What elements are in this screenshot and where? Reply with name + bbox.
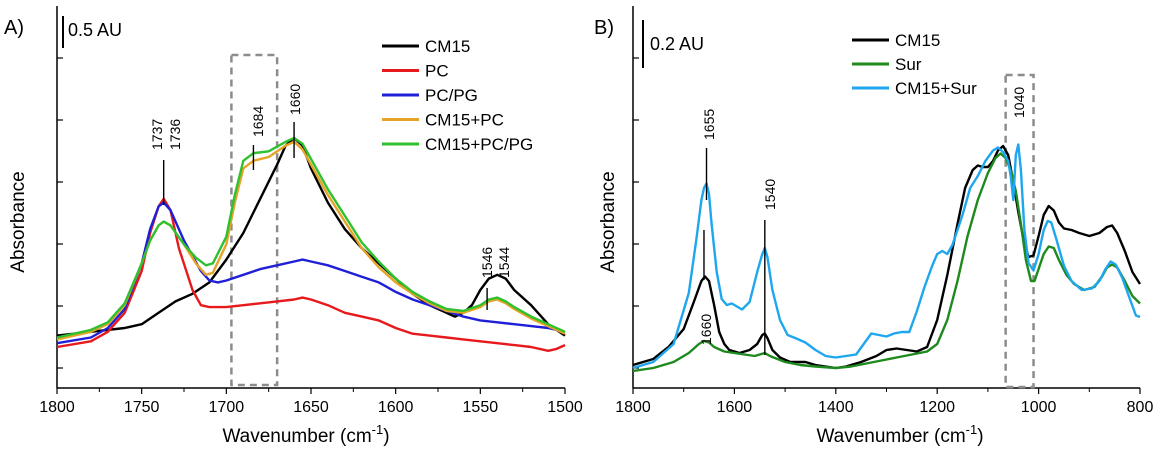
x-tick-label: 1500 xyxy=(547,399,583,416)
panel-b-series xyxy=(632,143,1142,373)
panel-a-series xyxy=(56,136,566,352)
x-tick-label: 1600 xyxy=(717,399,753,416)
panel-a: A) Absorbance Wavenumber (cm-1) 0.5 AU 1… xyxy=(4,6,583,447)
panel-a-legend: CM15 PC PC/PG CM15+PC CM15+PC/PG xyxy=(382,37,533,154)
legend-label: CM15+PC xyxy=(425,111,504,130)
legend-label: PC xyxy=(425,62,449,81)
peak-label: 1546 xyxy=(479,247,495,278)
x-tick-label: 800 xyxy=(1127,399,1154,416)
peak-label: 1684 xyxy=(250,106,266,137)
panel-b-peak-labels: 1655 1660 1540 1040 xyxy=(698,87,1027,355)
x-tick-label: 1700 xyxy=(209,399,245,416)
peak-label: 1736 xyxy=(167,119,183,150)
x-tick-label: 1800 xyxy=(615,399,651,416)
peak-label: 1040 xyxy=(1011,87,1027,118)
panel-b-highlight-box xyxy=(1004,73,1035,389)
legend-label: CM15+PC/PG xyxy=(425,135,533,154)
x-tick-label: 1650 xyxy=(293,399,329,416)
highlight-box-rect xyxy=(230,53,279,387)
x-tick-label: 1400 xyxy=(818,399,854,416)
legend-label: Sur xyxy=(895,55,922,74)
peak-label: 1737 xyxy=(149,119,165,150)
panel-a-x-axis-label: Wavenumber (cm-1) xyxy=(222,422,389,447)
peak-label: 1540 xyxy=(762,179,778,210)
x-tick-label: 1000 xyxy=(1021,399,1057,416)
x-tick-label: 1600 xyxy=(378,399,414,416)
x-tick-label: 1550 xyxy=(463,399,499,416)
x-tick-label: 1200 xyxy=(919,399,955,416)
legend-label: CM15+Sur xyxy=(895,79,977,98)
panel-a-label: A) xyxy=(4,17,24,39)
panel-a-scale-bar-label: 0.5 AU xyxy=(68,20,122,40)
peak-label: 1544 xyxy=(496,247,512,278)
legend-label: CM15 xyxy=(425,37,470,56)
panel-a-y-axis-label: Absorbance xyxy=(8,171,29,272)
x-tick-label: 1750 xyxy=(124,399,160,416)
panel-b-label: B) xyxy=(594,17,614,39)
legend-label: PC/PG xyxy=(425,86,478,105)
highlight-box-rect xyxy=(1004,73,1035,389)
legend-label: CM15 xyxy=(895,31,940,50)
series-line-cm15 xyxy=(632,144,1142,370)
series-line-cm15 xyxy=(56,136,566,337)
panel-b: B) Absorbance Wavenumber (cm-1) 0.2 AU 1… xyxy=(594,6,1153,447)
series-line-cm15-pc xyxy=(56,140,566,341)
series-line-pc-pg xyxy=(56,201,566,345)
series-line-cm15-sur xyxy=(632,143,1141,370)
panel-b-scale-bar-label: 0.2 AU xyxy=(650,34,704,54)
peak-label: 1655 xyxy=(701,109,717,140)
panel-b-x-axis-label: Wavenumber (cm-1) xyxy=(816,422,983,447)
panel-a-x-ticks: 1800 1750 1700 1650 1600 1550 1500 xyxy=(39,6,583,416)
panel-b-x-ticks: 1800 1600 1400 1200 1000 800 xyxy=(615,6,1153,416)
x-tick-label: 1800 xyxy=(39,399,75,416)
panel-a-peak-labels: 1737 1736 1684 1660 1546 1544 xyxy=(149,84,512,310)
peak-label: 1660 xyxy=(698,314,714,345)
panel-b-y-axis-label: Absorbance xyxy=(598,171,619,272)
panel-a-highlight-box xyxy=(230,53,279,387)
panel-b-legend: CM15 Sur CM15+Sur xyxy=(852,31,977,98)
peak-label: 1660 xyxy=(287,84,303,115)
